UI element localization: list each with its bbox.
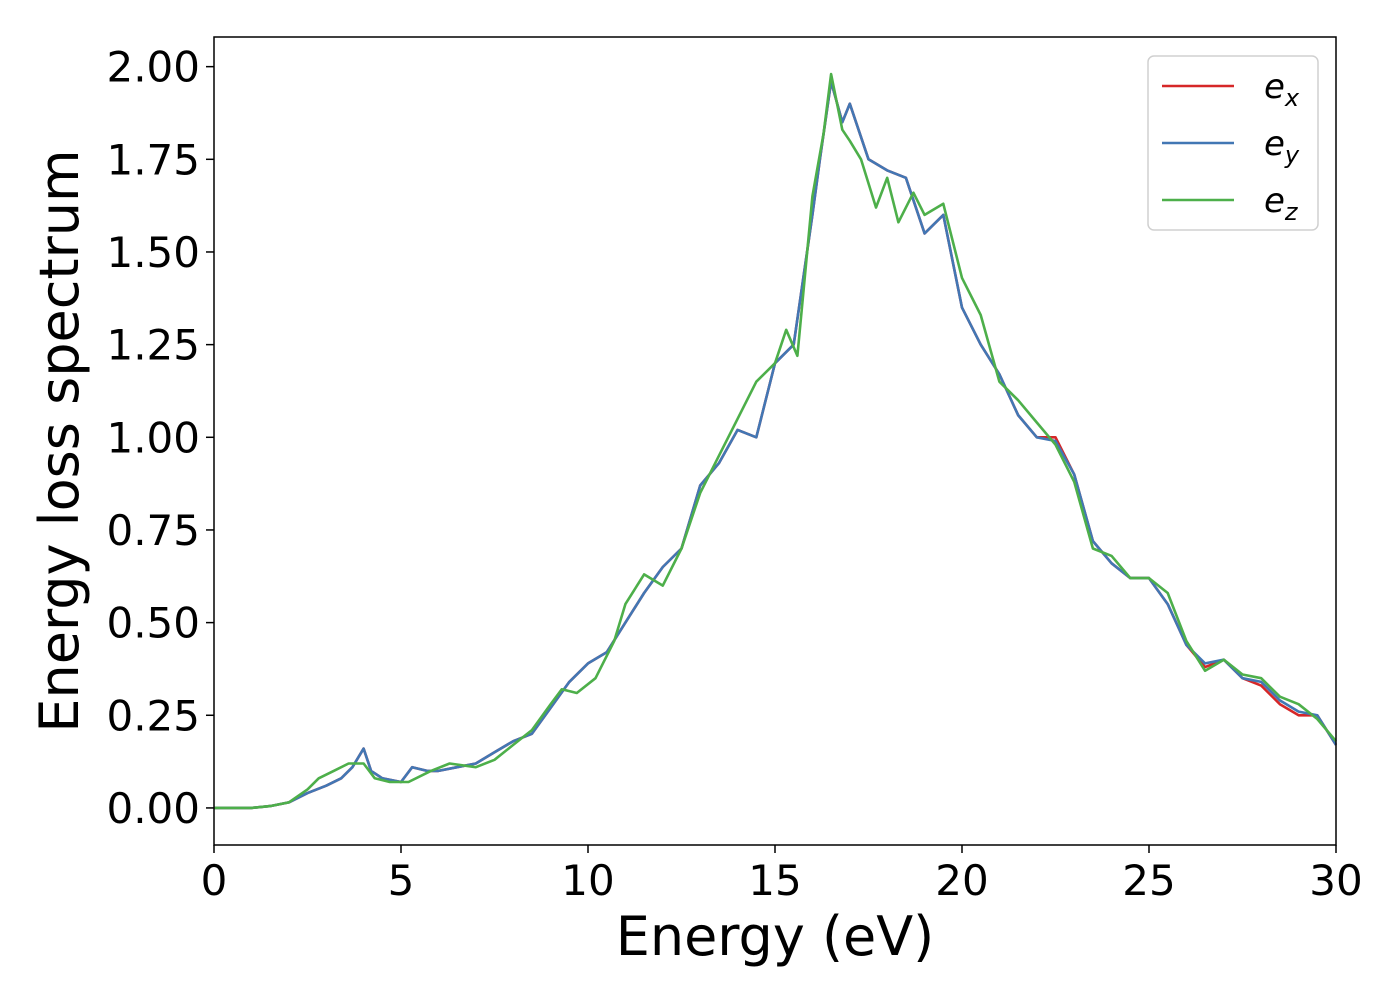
- x-tick-label: 5: [388, 856, 415, 905]
- y-tick-label: 0.75: [106, 506, 200, 555]
- series-layer: [214, 72, 1338, 810]
- legend-label-z: ez: [1264, 181, 1299, 226]
- x-tick-label: 30: [1309, 856, 1362, 905]
- x-tick-label: 0: [201, 856, 228, 905]
- y-tick-label: 1.75: [106, 135, 200, 184]
- y-tick-label: 0.25: [106, 691, 200, 740]
- x-axis-ticks: 0 5 10 15 20 25 30: [201, 845, 1363, 905]
- y-tick-label: 1.50: [106, 228, 200, 277]
- y-tick-label: 1.25: [106, 321, 200, 370]
- y-tick-label: 2.00: [106, 43, 200, 92]
- y-tick-label: 0.00: [106, 784, 200, 833]
- x-tick-label: 25: [1122, 856, 1175, 905]
- y-tick-label: 0.50: [106, 599, 200, 648]
- y-axis-title: Energy loss spectrum: [28, 149, 91, 732]
- legend: ex ey ez: [1147, 55, 1319, 231]
- y-axis-ticks: 0.00 0.25 0.50 0.75 1.00 1.25 1.50 1.75 2.00: [106, 43, 214, 833]
- legend-label-x: ex: [1264, 67, 1300, 112]
- legend-label-y: ey: [1264, 124, 1300, 169]
- series-line-z: [214, 72, 1337, 810]
- x-axis-title: Energy (eV): [616, 905, 935, 968]
- x-tick-label: 20: [935, 856, 988, 905]
- x-tick-label: 15: [748, 856, 801, 905]
- y-tick-label: 1.00: [106, 413, 200, 462]
- x-tick-label: 10: [561, 856, 614, 905]
